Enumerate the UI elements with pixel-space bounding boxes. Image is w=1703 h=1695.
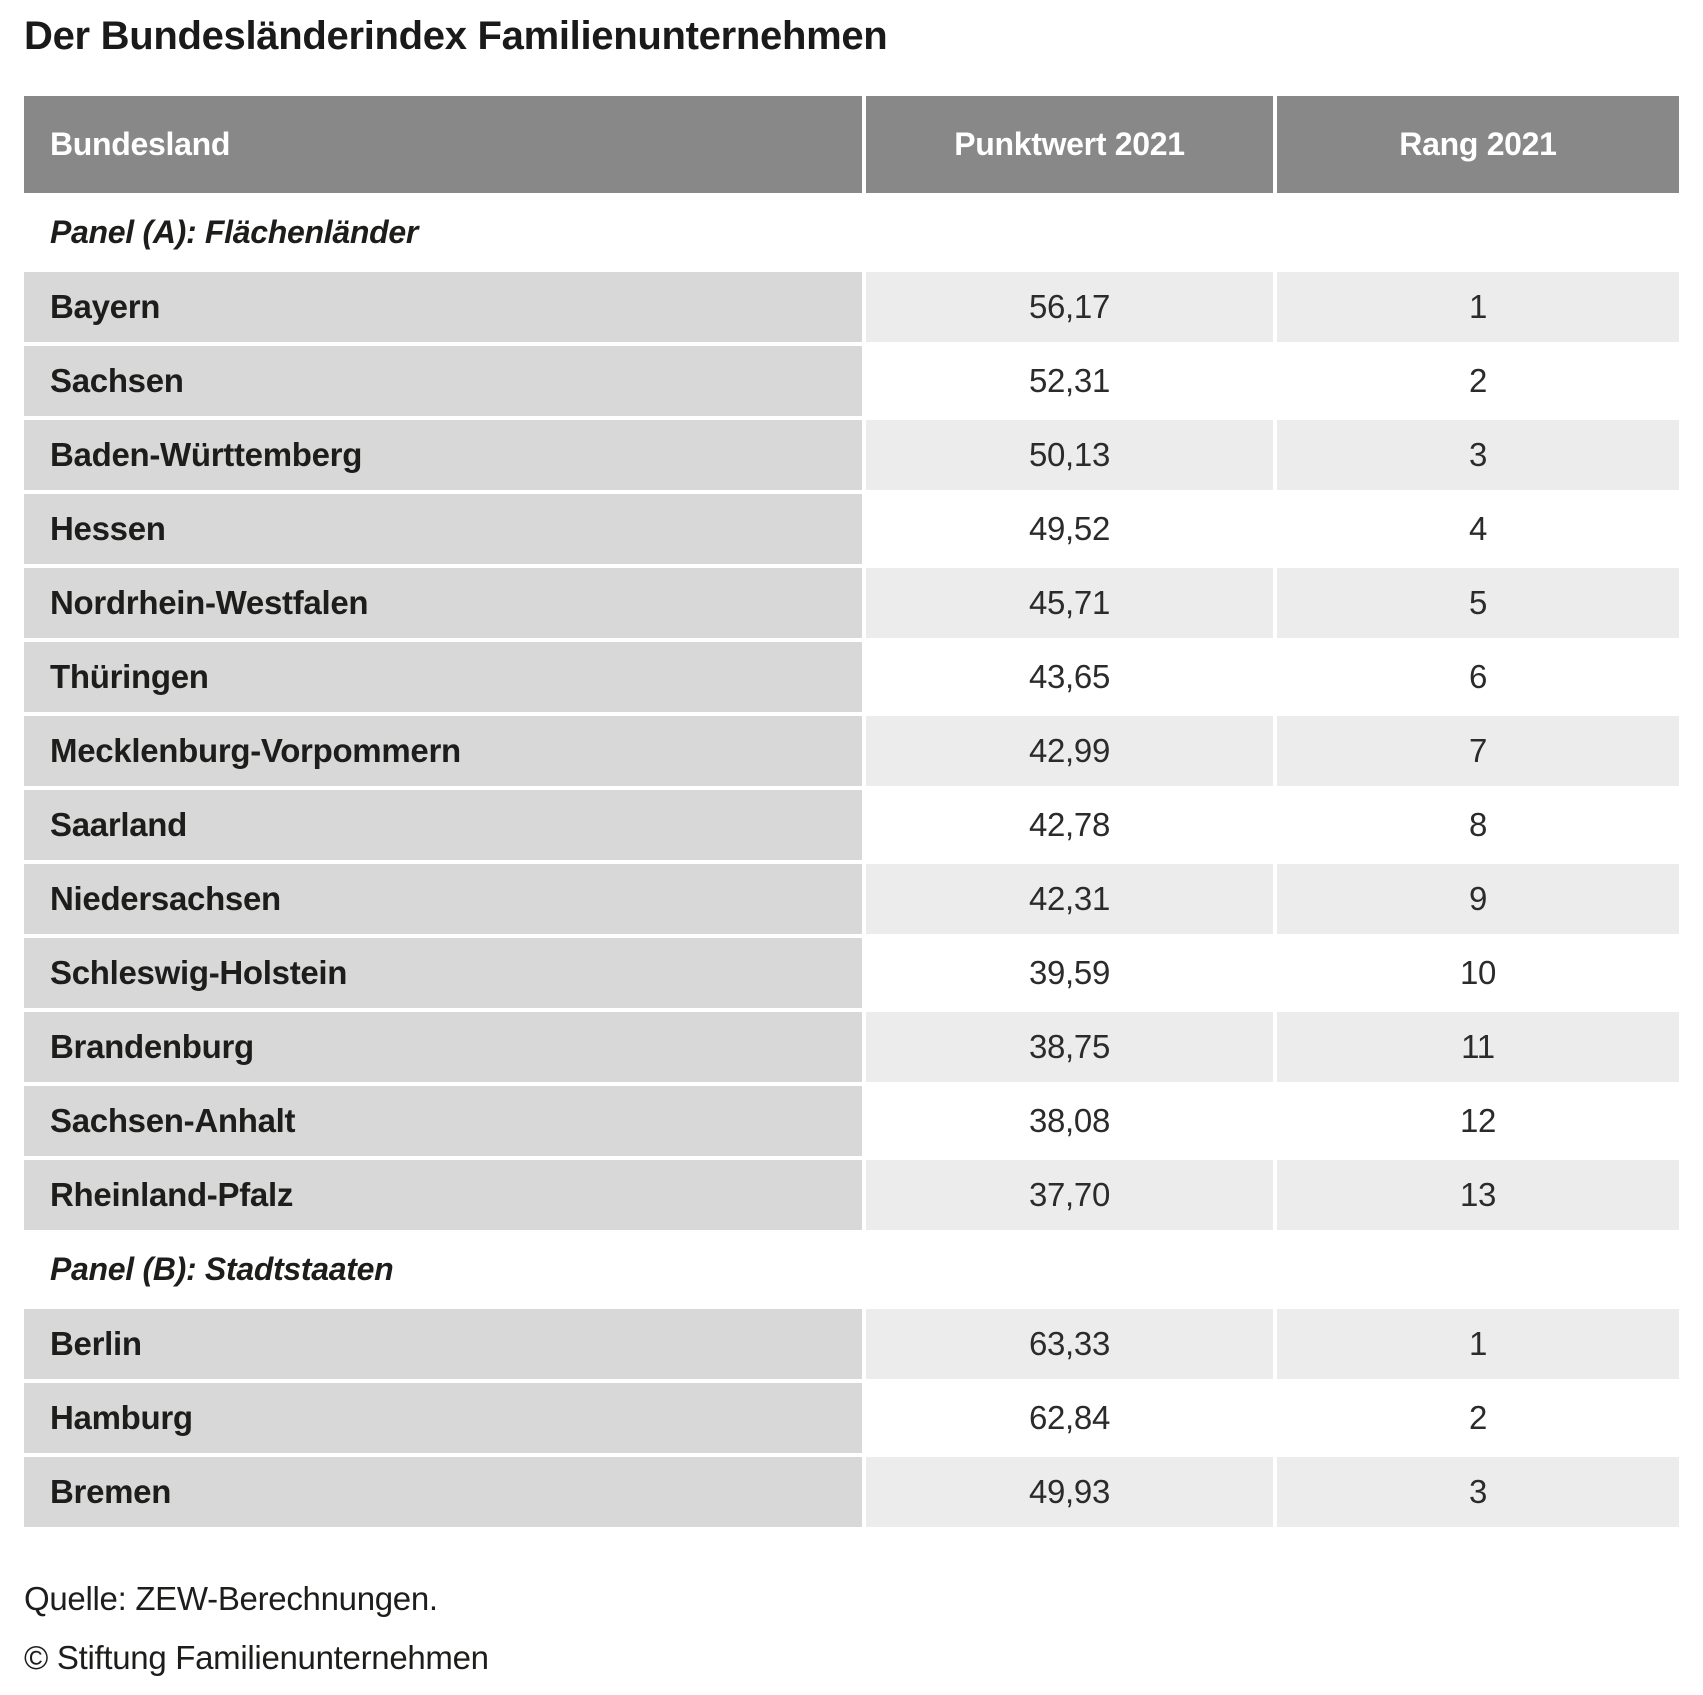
- source-note: Quelle: ZEW-Berechnungen.: [24, 1580, 438, 1617]
- column-header-bundesland: Bundesland: [24, 96, 862, 193]
- panel-label: Panel (B): Stadtstaaten: [24, 1234, 1679, 1305]
- bundesland-cell: Nordrhein-Westfalen: [24, 568, 862, 638]
- rang-cell: 11: [1277, 1012, 1679, 1082]
- table-row: Berlin 63,33 1: [24, 1309, 1679, 1379]
- punktwert-cell: 42,31: [866, 864, 1273, 934]
- bundesland-cell: Hamburg: [24, 1383, 862, 1453]
- table-header: Bundesland Punktwert 2021 Rang 2021: [24, 96, 1679, 193]
- table-row: Sachsen 52,31 2: [24, 346, 1679, 416]
- bundesland-cell: Bayern: [24, 272, 862, 342]
- rang-cell: 7: [1277, 716, 1679, 786]
- punktwert-cell: 49,52: [866, 494, 1273, 564]
- punktwert-cell: 52,31: [866, 346, 1273, 416]
- rang-cell: 2: [1277, 1383, 1679, 1453]
- rang-cell: 9: [1277, 864, 1679, 934]
- punktwert-cell: 45,71: [866, 568, 1273, 638]
- table-row: Schleswig-Holstein 39,59 10: [24, 938, 1679, 1008]
- punktwert-cell: 42,78: [866, 790, 1273, 860]
- rang-cell: 13: [1277, 1160, 1679, 1230]
- rang-cell: 5: [1277, 568, 1679, 638]
- rang-cell: 8: [1277, 790, 1679, 860]
- punktwert-cell: 56,17: [866, 272, 1273, 342]
- bundesland-cell: Schleswig-Holstein: [24, 938, 862, 1008]
- column-header-rang: Rang 2021: [1277, 96, 1679, 193]
- table-row: Rheinland-Pfalz 37,70 13: [24, 1160, 1679, 1230]
- punktwert-cell: 50,13: [866, 420, 1273, 490]
- punktwert-cell: 37,70: [866, 1160, 1273, 1230]
- rang-cell: 3: [1277, 420, 1679, 490]
- table-row: Hamburg 62,84 2: [24, 1383, 1679, 1453]
- rang-cell: 1: [1277, 1309, 1679, 1379]
- bundesland-cell: Niedersachsen: [24, 864, 862, 934]
- punktwert-cell: 38,08: [866, 1086, 1273, 1156]
- table-row: Bayern 56,17 1: [24, 272, 1679, 342]
- bundesland-cell: Hessen: [24, 494, 862, 564]
- rang-cell: 1: [1277, 272, 1679, 342]
- column-header-punktwert: Punktwert 2021: [866, 96, 1273, 193]
- table-row: Mecklenburg-Vorpommern 42,99 7: [24, 716, 1679, 786]
- table-row: Brandenburg 38,75 11: [24, 1012, 1679, 1082]
- rang-cell: 10: [1277, 938, 1679, 1008]
- table-row: Thüringen 43,65 6: [24, 642, 1679, 712]
- table-row: Niedersachsen 42,31 9: [24, 864, 1679, 934]
- bundesland-cell: Sachsen-Anhalt: [24, 1086, 862, 1156]
- punktwert-cell: 42,99: [866, 716, 1273, 786]
- table-row: Saarland 42,78 8: [24, 790, 1679, 860]
- bundesland-cell: Baden-Württemberg: [24, 420, 862, 490]
- punktwert-cell: 63,33: [866, 1309, 1273, 1379]
- bundesland-cell: Brandenburg: [24, 1012, 862, 1082]
- table-row: Baden-Württemberg 50,13 3: [24, 420, 1679, 490]
- table-row: Sachsen-Anhalt 38,08 12: [24, 1086, 1679, 1156]
- punktwert-cell: 43,65: [866, 642, 1273, 712]
- rang-cell: 2: [1277, 346, 1679, 416]
- panel-label: Panel (A): Flächenländer: [24, 197, 1679, 268]
- rang-cell: 6: [1277, 642, 1679, 712]
- table-row: Bremen 49,93 3: [24, 1457, 1679, 1527]
- bundesland-cell: Thüringen: [24, 642, 862, 712]
- bundesland-cell: Bremen: [24, 1457, 862, 1527]
- rang-cell: 4: [1277, 494, 1679, 564]
- punktwert-cell: 62,84: [866, 1383, 1273, 1453]
- bundesland-cell: Rheinland-Pfalz: [24, 1160, 862, 1230]
- bundesland-cell: Sachsen: [24, 346, 862, 416]
- table-row: Nordrhein-Westfalen 45,71 5: [24, 568, 1679, 638]
- rang-cell: 12: [1277, 1086, 1679, 1156]
- bundesland-cell: Berlin: [24, 1309, 862, 1379]
- punktwert-cell: 38,75: [866, 1012, 1273, 1082]
- rang-cell: 3: [1277, 1457, 1679, 1527]
- bundesland-cell: Saarland: [24, 790, 862, 860]
- punktwert-cell: 39,59: [866, 938, 1273, 1008]
- copyright-note: © Stiftung Familienunternehmen: [24, 1639, 489, 1676]
- bundesland-cell: Mecklenburg-Vorpommern: [24, 716, 862, 786]
- table-row: Hessen 49,52 4: [24, 494, 1679, 564]
- punktwert-cell: 49,93: [866, 1457, 1273, 1527]
- table-body: Panel (A): Flächenländer Bayern 56,17 1 …: [24, 197, 1679, 1527]
- page-title: Der Bundesländerindex Familienunternehme…: [24, 14, 888, 58]
